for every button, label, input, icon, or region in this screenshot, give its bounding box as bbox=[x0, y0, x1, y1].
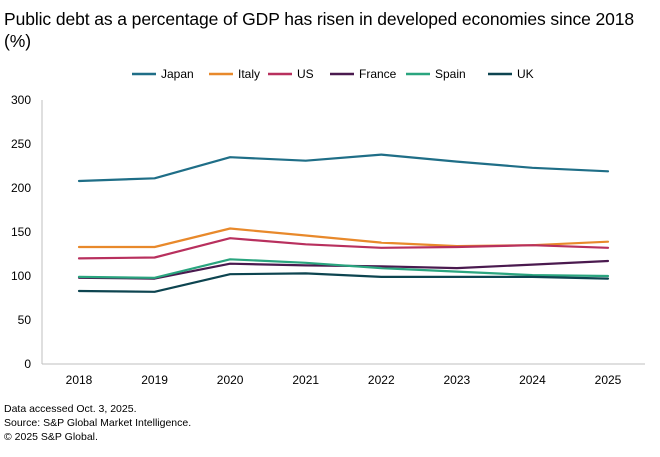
x-axis: 2018 2019 2020 2021 2022 2023 2024 2025 bbox=[42, 363, 645, 387]
legend-label-us: US bbox=[297, 67, 314, 81]
footer-data-accessed: Data accessed Oct. 3, 2025. bbox=[4, 403, 137, 415]
y-tick-label: 0 bbox=[24, 357, 31, 371]
footer-source: Source: S&P Global Market Intelligence. bbox=[4, 417, 192, 429]
x-tick-label: 2018 bbox=[66, 373, 93, 387]
y-tick-label: 200 bbox=[11, 181, 31, 195]
x-tick-label: 2024 bbox=[519, 373, 546, 387]
footer-copyright: © 2025 S&P Global. bbox=[4, 431, 98, 443]
chart-footer: Data accessed Oct. 3, 2025. Source: S&P … bbox=[4, 402, 191, 444]
series-lines bbox=[77, 153, 610, 293]
series-line-japan bbox=[77, 153, 610, 183]
x-tick-label: 2020 bbox=[217, 373, 244, 387]
legend-label-japan: Japan bbox=[161, 67, 194, 81]
y-tick-label: 150 bbox=[11, 225, 31, 239]
series-line-spain bbox=[77, 258, 610, 279]
legend-label-spain: Spain bbox=[435, 67, 466, 81]
y-axis: 0 50 100 150 200 250 300 bbox=[11, 93, 43, 371]
chart-legend: Japan Italy US France Spain UK bbox=[132, 67, 534, 81]
x-tick-label: 2019 bbox=[141, 373, 168, 387]
y-tick-label: 100 bbox=[11, 269, 31, 283]
legend-label-italy: Italy bbox=[238, 67, 260, 81]
line-chart: Japan Italy US France Spain UK 0 50 100 150 200 25… bbox=[11, 67, 645, 387]
chart-title: Public debt as a percentage of GDP has r… bbox=[4, 9, 635, 51]
x-tick-label: 2022 bbox=[368, 373, 395, 387]
series-line-uk bbox=[77, 272, 610, 293]
x-tick-label: 2023 bbox=[444, 373, 471, 387]
legend-label-uk: UK bbox=[517, 67, 534, 81]
y-tick-label: 50 bbox=[18, 313, 32, 327]
legend-label-france: France bbox=[359, 67, 397, 81]
x-tick-label: 2025 bbox=[595, 373, 622, 387]
y-tick-label: 250 bbox=[11, 137, 31, 151]
series-line-us bbox=[77, 237, 610, 260]
y-tick-label: 300 bbox=[11, 93, 31, 107]
x-tick-label: 2021 bbox=[292, 373, 319, 387]
